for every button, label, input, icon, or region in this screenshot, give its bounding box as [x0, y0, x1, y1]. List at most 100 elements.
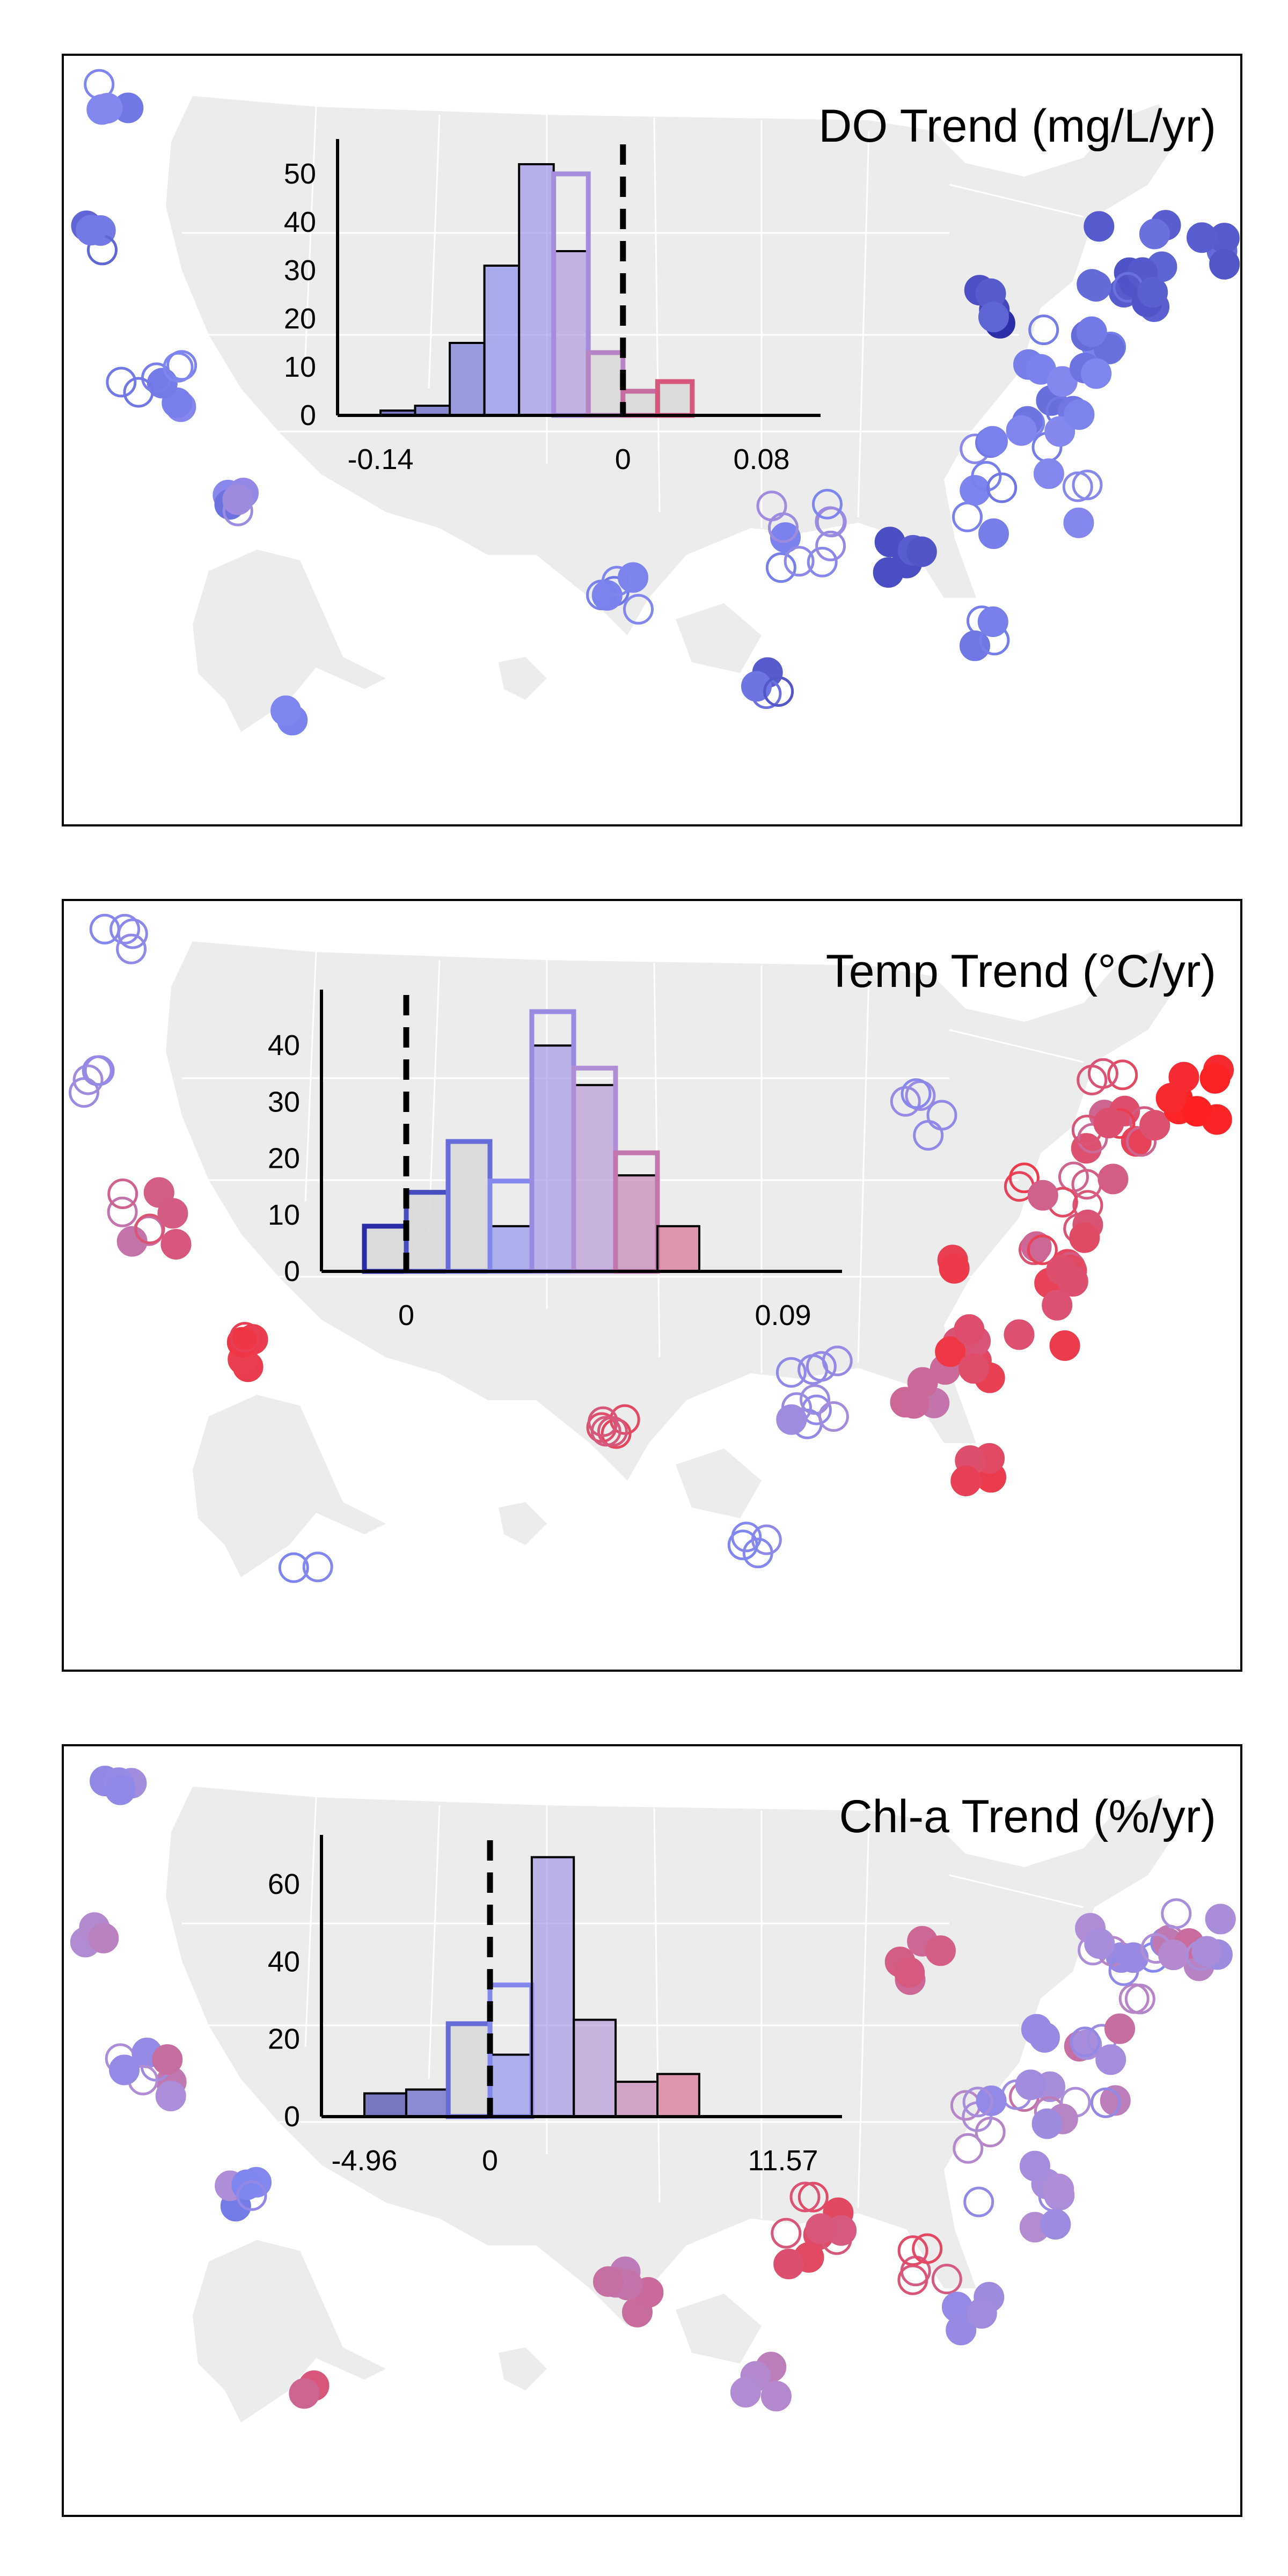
site-marker: [1093, 1108, 1124, 1139]
site-marker: [76, 215, 107, 246]
site-marker: [1072, 1190, 1103, 1221]
state-border-3: [653, 117, 661, 513]
site-marker: [1031, 2108, 1063, 2139]
site-marker: [1168, 1062, 1199, 1093]
site-marker: [935, 1336, 966, 1367]
site-marker: [907, 1367, 938, 1398]
histogram-bar: [362, 1224, 409, 1274]
state-border-5: [857, 1821, 870, 2208]
site-marker: [950, 1466, 982, 1496]
y-tick-label: 40: [268, 1945, 300, 1978]
chla-trend-title: Chl-a Trend (%/yr): [839, 1791, 1217, 1842]
site-marker: [816, 507, 847, 538]
site-marker: [222, 484, 253, 515]
site-marker: [1044, 416, 1075, 447]
y-tick-label: 0: [300, 399, 316, 431]
histogram-bar: [445, 1139, 493, 1274]
site-marker: [1027, 1234, 1058, 1265]
alaska-shape: [193, 550, 386, 732]
caribbean-shape: [676, 2294, 762, 2363]
site-marker: [160, 1229, 192, 1260]
site-marker: [105, 1774, 136, 1805]
site-marker: [1090, 2087, 1121, 2118]
site-marker: [806, 1351, 837, 1382]
site-marker: [986, 472, 1018, 503]
site-marker: [897, 2235, 928, 2266]
histogram-bar-significant: [614, 1174, 658, 1272]
hawaii-shape: [499, 657, 547, 700]
site-marker: [1077, 269, 1108, 300]
site-marker: [953, 2133, 984, 2164]
site-marker: [1064, 399, 1095, 430]
y-tick-label: 30: [284, 254, 316, 287]
site-marker: [960, 630, 990, 661]
caribbean-shape: [676, 603, 762, 673]
histogram: 0 10 20 30 40 50 -0.14 0 0.08: [284, 139, 821, 475]
site-marker: [1104, 2013, 1135, 2044]
state-border-0: [304, 106, 317, 357]
site-marker: [1095, 2044, 1126, 2075]
site-marker: [1084, 1928, 1115, 1959]
hawaii-shape: [499, 1502, 547, 1545]
site-marker: [978, 302, 1009, 333]
histogram-bar: [586, 350, 626, 418]
site-marker: [1137, 277, 1168, 308]
site-marker: [906, 536, 937, 567]
site-marker: [236, 2180, 267, 2211]
site-marker: [1107, 1059, 1138, 1091]
site-marker: [763, 676, 794, 707]
state-border-1: [428, 114, 441, 389]
histogram-bar-significant: [483, 265, 521, 416]
site-marker: [88, 1922, 119, 1953]
site-marker: [270, 695, 301, 726]
site-marker: [1029, 2022, 1060, 2053]
site-marker: [1046, 366, 1078, 397]
x-tick-label: 0.09: [755, 1299, 811, 1331]
site-marker: [952, 501, 983, 532]
us-basemap: [166, 1787, 1180, 2423]
site-marker: [1100, 2085, 1131, 2116]
y-tick-label: 40: [268, 1029, 300, 1062]
y-tick-label: 10: [268, 1199, 300, 1231]
site-marker: [931, 2264, 962, 2295]
site-marker: [106, 367, 137, 398]
site-marker: [1008, 1162, 1040, 1194]
site-marker: [1139, 218, 1170, 250]
site-marker: [109, 913, 141, 945]
state-border-5: [857, 130, 870, 518]
x-tick-label: 0: [615, 443, 631, 475]
site-marker: [773, 2249, 804, 2280]
site-marker: [278, 1552, 309, 1583]
site-marker: [72, 1064, 104, 1095]
state-border-0: [304, 1797, 317, 2047]
us-basemap: [166, 941, 1180, 1577]
site-marker: [789, 2182, 821, 2213]
histogram-bar-significant: [363, 2092, 407, 2118]
contiguous-us-shape: [166, 1787, 1180, 2326]
site-marker: [1027, 1180, 1058, 1211]
histogram-bar-significant: [518, 163, 555, 416]
site-marker: [143, 1177, 174, 1208]
site-marker: [776, 1404, 807, 1435]
site-marker: [751, 1524, 782, 1555]
site-marker: [229, 1322, 260, 1353]
site-marker: [1063, 507, 1094, 538]
y-tick-label: 20: [284, 303, 316, 335]
histogram-bar-significant: [552, 250, 590, 416]
site-marker: [1033, 458, 1064, 489]
site-marker: [1019, 2150, 1050, 2182]
site-marker: [152, 2044, 183, 2075]
histogram-bar: [404, 1190, 451, 1274]
site-marker: [593, 2266, 624, 2297]
site-marker: [760, 2381, 792, 2412]
histogram-bar-significant: [656, 2073, 700, 2118]
site-marker: [1181, 1096, 1212, 1127]
site-marker: [92, 93, 123, 124]
site-marker: [1209, 248, 1240, 280]
site-marker: [302, 1552, 333, 1583]
site-marker: [894, 1957, 925, 1988]
state-borders: [182, 106, 1084, 528]
x-tick-label: -4.96: [331, 2145, 397, 2177]
site-marker: [163, 352, 194, 383]
site-marker: [901, 1078, 932, 1109]
